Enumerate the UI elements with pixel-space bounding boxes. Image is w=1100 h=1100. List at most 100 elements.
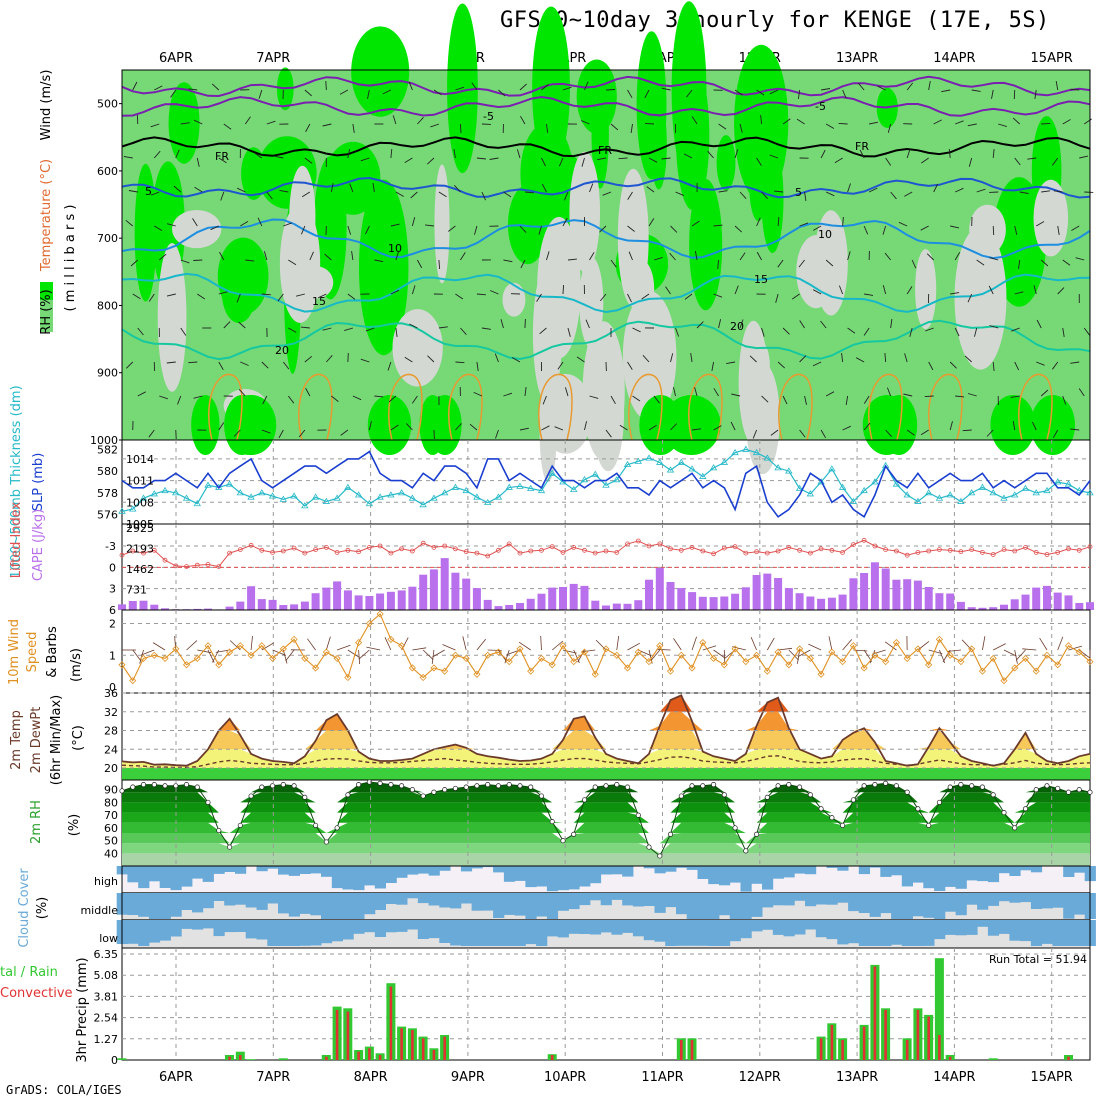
wind-barb-49-5 bbox=[653, 256, 663, 261]
wind-barb-45-10 bbox=[605, 429, 612, 438]
thickness-point-21 bbox=[344, 483, 352, 490]
cloud-2-78 bbox=[955, 920, 967, 936]
wind-point-54 bbox=[699, 638, 707, 647]
rh-band-2 bbox=[122, 822, 1090, 833]
rh-moist-region-19 bbox=[992, 177, 1047, 307]
thickness-point-12 bbox=[247, 493, 255, 500]
cape-bar-81 bbox=[989, 607, 998, 610]
precip-conv-bar-76 bbox=[938, 1035, 941, 1060]
cloud-0-64 bbox=[805, 866, 817, 875]
precip-legend-conv: Convective bbox=[0, 986, 73, 1001]
wind-barb-57-9 bbox=[731, 393, 741, 397]
cape-bar-28 bbox=[419, 574, 428, 610]
wind-barb-51-4 bbox=[670, 225, 678, 233]
wind-barb-33-6 bbox=[476, 293, 486, 296]
temp-ylabel-3: (6hr Min/Max) bbox=[49, 695, 64, 785]
rh-point-59 bbox=[754, 831, 760, 837]
thickness-point-44 bbox=[591, 470, 599, 477]
wind-point-46 bbox=[613, 651, 621, 659]
cloud-2-52 bbox=[676, 920, 688, 946]
cloud-0-10 bbox=[224, 866, 236, 872]
isotherm-label-5b: 5 bbox=[795, 186, 802, 199]
cloud-1-26 bbox=[396, 893, 408, 905]
wind-barb-61-2 bbox=[769, 154, 779, 159]
thickness-point-24 bbox=[376, 493, 384, 500]
cloud-1-31 bbox=[450, 893, 462, 909]
wind-point-77 bbox=[946, 651, 954, 659]
precip-conv-bar-25 bbox=[389, 986, 393, 1060]
wind-barb-35-5 bbox=[503, 259, 513, 263]
wind-barb-1-6 bbox=[132, 293, 141, 300]
temp-line bbox=[121, 694, 1091, 767]
cloud-1-24 bbox=[374, 893, 386, 910]
wind-point-1 bbox=[129, 677, 137, 685]
wind-barb-69-10 bbox=[863, 422, 871, 431]
surface-barb-1 bbox=[132, 649, 142, 662]
rh-point-56 bbox=[721, 792, 727, 798]
cloud-2-60 bbox=[762, 920, 774, 930]
rh-point-84 bbox=[1022, 806, 1029, 812]
thickness-point-32 bbox=[462, 486, 470, 494]
wind-tick-1: 1 bbox=[109, 649, 116, 662]
rh-point-89 bbox=[1076, 787, 1082, 793]
wind-barb-57-6 bbox=[734, 285, 739, 295]
wind-barb-83-5 bbox=[1018, 259, 1021, 269]
cloud-2-47 bbox=[622, 920, 634, 933]
surface-barb-70 bbox=[869, 649, 876, 664]
wind-barb-65-0 bbox=[821, 88, 831, 91]
wind-barb-21-5 bbox=[351, 251, 354, 261]
wind-barb-21-9 bbox=[352, 395, 362, 401]
lifted-point-73 bbox=[904, 552, 910, 558]
wind-barb-17-4 bbox=[300, 225, 306, 235]
rh-point-71 bbox=[883, 780, 889, 786]
wind-barb-57-8 bbox=[726, 361, 736, 365]
wind-barb-67-1 bbox=[838, 122, 848, 125]
rh-moist-region-12 bbox=[689, 178, 723, 311]
wind-barb-85-1 bbox=[1041, 122, 1051, 125]
cloud-0-60 bbox=[762, 866, 774, 890]
cloud-1-29 bbox=[428, 893, 440, 906]
date-top-1: 7APR bbox=[256, 51, 290, 66]
wind-barb-81-7 bbox=[989, 325, 999, 329]
surface-barb-62 bbox=[788, 649, 799, 661]
rh-point-21 bbox=[345, 792, 351, 798]
rh-point-50 bbox=[657, 853, 663, 859]
thickness-point-15 bbox=[279, 495, 288, 502]
surface-barb-40 bbox=[551, 640, 564, 651]
wind-point-18 bbox=[312, 664, 320, 672]
lifted-point-81 bbox=[990, 552, 996, 557]
cloud-1-14 bbox=[267, 893, 279, 904]
cape-bar-46 bbox=[612, 603, 621, 610]
thickness-point-27 bbox=[408, 494, 417, 501]
temp-band-28-32 bbox=[122, 711, 1090, 731]
rh-moist-region-20 bbox=[650, 99, 667, 190]
wind-barb-9-3 bbox=[220, 191, 225, 201]
rh-point-3 bbox=[151, 782, 157, 788]
surface-barb-75 bbox=[928, 649, 943, 654]
temp-tick-20: 20 bbox=[104, 762, 118, 775]
rh-point-2 bbox=[140, 782, 147, 788]
wind-barb-59-10 bbox=[752, 429, 757, 439]
wind-barb-11-4 bbox=[240, 221, 249, 227]
thickness-point-77 bbox=[946, 491, 954, 498]
wind-barb-21-3 bbox=[349, 183, 354, 193]
wind-barb-35-9 bbox=[503, 392, 513, 397]
rh-point-25 bbox=[388, 782, 394, 788]
rh-point-30 bbox=[442, 787, 448, 793]
wind-barb-71-6 bbox=[882, 285, 887, 295]
isotherm-label-fr3: FR bbox=[855, 140, 869, 153]
wind-barb-45-6 bbox=[599, 293, 607, 302]
wind-barb-55-6 bbox=[713, 293, 723, 298]
wind-barb-31-6 bbox=[455, 293, 464, 300]
wind-barb-73-7 bbox=[909, 327, 913, 337]
wind-barb-71-0 bbox=[877, 85, 886, 91]
cloud-0-34 bbox=[482, 866, 494, 868]
wind-barb-53-1 bbox=[691, 116, 698, 125]
lifted-point-34 bbox=[485, 553, 491, 559]
wind-point-65 bbox=[817, 670, 825, 678]
wind-point-74 bbox=[914, 645, 922, 653]
rh-dry-region-24 bbox=[545, 395, 582, 439]
thickness-point-19 bbox=[322, 497, 331, 504]
rh-point-83 bbox=[1012, 825, 1018, 831]
lifted-point-17 bbox=[302, 550, 308, 556]
